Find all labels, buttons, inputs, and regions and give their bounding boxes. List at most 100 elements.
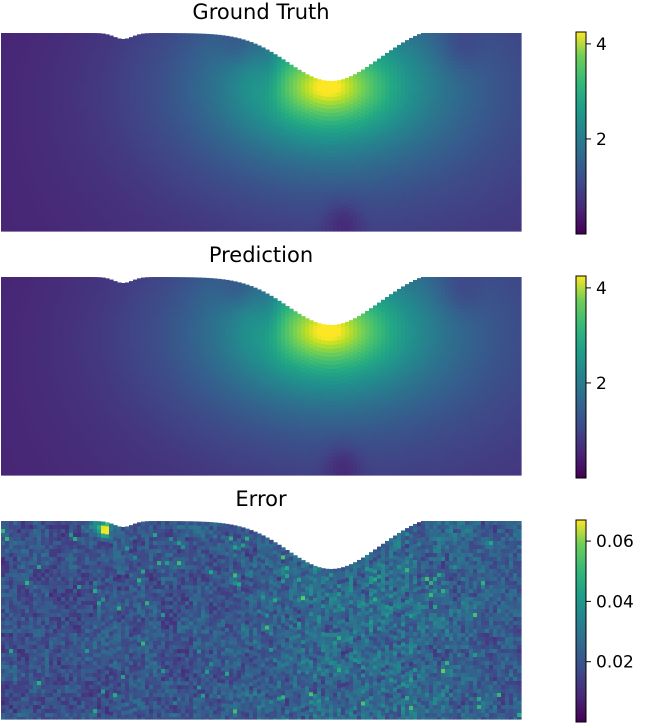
heatmap-cell	[177, 161, 182, 166]
heatmap-cell	[77, 129, 82, 134]
heatmap-cell	[409, 141, 414, 147]
heatmap-cell	[197, 221, 202, 227]
heatmap-cell	[337, 180, 342, 185]
heatmap-cell	[157, 101, 162, 106]
heatmap-cell	[373, 149, 378, 154]
heatmap-cell	[49, 53, 54, 58]
heatmap-cell	[421, 221, 426, 226]
heatmap-cell	[241, 87, 246, 92]
heatmap-cell	[173, 117, 178, 122]
heatmap-cell	[69, 145, 74, 150]
heatmap-cell	[165, 73, 170, 78]
heatmap-cell	[333, 128, 338, 134]
heatmap-cell	[161, 121, 166, 126]
heatmap-cell	[13, 117, 18, 122]
heatmap-cell	[33, 85, 38, 90]
heatmap-cell	[261, 199, 266, 205]
heatmap-cell	[185, 105, 190, 110]
heatmap-cell	[197, 105, 202, 111]
heatmap-cell	[349, 144, 354, 149]
heatmap-cell	[81, 169, 86, 174]
heatmap-cell	[209, 94, 214, 99]
heatmap-cell	[389, 174, 394, 179]
heatmap-cell	[221, 203, 226, 208]
heatmap-cell	[281, 187, 286, 192]
heatmap-cell	[9, 97, 14, 102]
heatmap-cell	[421, 133, 426, 138]
heatmap-cell	[257, 57, 262, 63]
heatmap-cell	[169, 149, 174, 154]
heatmap-cell	[237, 190, 242, 195]
heatmap-cell	[1, 101, 6, 106]
heatmap-cell	[49, 205, 54, 210]
heatmap-cell	[397, 120, 402, 126]
heatmap-cell	[133, 143, 138, 149]
heatmap-cell	[53, 181, 58, 186]
heatmap-cell	[161, 221, 166, 226]
heatmap-cell	[405, 188, 410, 193]
heatmap-cell	[301, 148, 306, 153]
heatmap-cell	[341, 107, 346, 112]
heatmap-cell	[101, 213, 106, 219]
heatmap-cell	[209, 66, 214, 71]
heatmap-cell	[393, 159, 398, 165]
heatmap-cell	[205, 89, 210, 95]
heatmap-cell	[93, 133, 98, 138]
heatmap-cell	[105, 94, 110, 99]
heatmap-cell	[285, 106, 290, 111]
heatmap-cell	[29, 161, 34, 166]
heatmap-cell	[133, 215, 138, 221]
heatmap-cell	[413, 55, 418, 61]
heatmap-cell	[329, 156, 334, 162]
heatmap-cell	[361, 137, 366, 143]
heatmap-cell	[361, 145, 366, 151]
heatmap-cell	[121, 103, 126, 108]
heatmap-cell	[193, 33, 198, 38]
heatmap-cell	[65, 133, 70, 138]
heatmap-cell	[177, 81, 182, 86]
heatmap-cell	[397, 168, 402, 174]
heatmap-cell	[241, 51, 246, 56]
heatmap-cell	[13, 177, 18, 182]
heatmap-cell	[69, 209, 74, 214]
heatmap-cell	[137, 166, 142, 171]
heatmap-cell	[297, 145, 302, 151]
heatmap-cell	[397, 148, 402, 154]
heatmap-cell	[189, 225, 194, 230]
heatmap-cell	[185, 185, 190, 190]
heatmap-cell	[177, 53, 182, 58]
heatmap-cell	[409, 157, 414, 163]
heatmap-cell	[237, 146, 242, 151]
heatmap-cell	[357, 175, 362, 181]
heatmap-cell	[285, 126, 290, 131]
heatmap-cell	[253, 187, 258, 193]
heatmap-cell	[229, 44, 234, 50]
heatmap-cell	[169, 165, 174, 170]
heatmap-cell	[301, 72, 306, 77]
heatmap-cell	[137, 222, 142, 227]
heatmap-cell	[13, 149, 18, 154]
heatmap-cell	[121, 207, 126, 212]
heatmap-cell	[369, 216, 374, 221]
heatmap-cell	[201, 173, 206, 179]
heatmap-cell	[397, 64, 402, 70]
heatmap-cell	[113, 153, 118, 158]
heatmap-cell	[313, 209, 318, 215]
heatmap-cell	[225, 115, 230, 121]
heatmap-cell	[217, 214, 222, 220]
heatmap-cell	[209, 194, 214, 199]
heatmap-cell	[121, 95, 126, 100]
heatmap-cell	[225, 99, 230, 105]
heatmap-cell	[13, 73, 18, 78]
heatmap-cell	[365, 142, 370, 148]
heatmap-cell	[221, 63, 226, 68]
heatmap-cell	[109, 43, 114, 49]
heatmap-cell	[45, 113, 50, 118]
heatmap-cell	[313, 97, 318, 103]
heatmap-cell	[49, 33, 54, 38]
heatmap-cell	[273, 190, 278, 195]
heatmap-cell	[97, 73, 102, 78]
heatmap-cell	[297, 105, 302, 111]
heatmap-cell	[157, 133, 162, 138]
heatmap-cell	[369, 180, 374, 185]
